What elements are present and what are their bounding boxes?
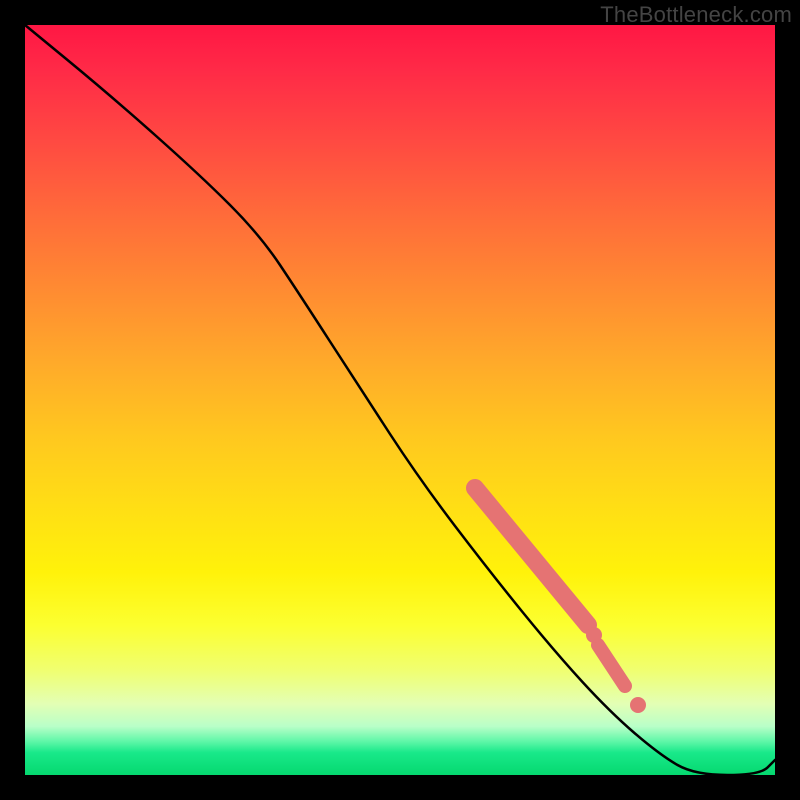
bottleneck-curve	[25, 25, 775, 775]
marker-segment	[598, 645, 625, 686]
marker-segment	[475, 488, 588, 625]
chart-container: TheBottleneck.com	[0, 0, 800, 800]
marker-dot	[630, 697, 646, 713]
watermark-text: TheBottleneck.com	[600, 2, 792, 28]
markers-group	[475, 488, 646, 713]
marker-dot	[586, 627, 602, 643]
curve-layer	[0, 0, 800, 800]
